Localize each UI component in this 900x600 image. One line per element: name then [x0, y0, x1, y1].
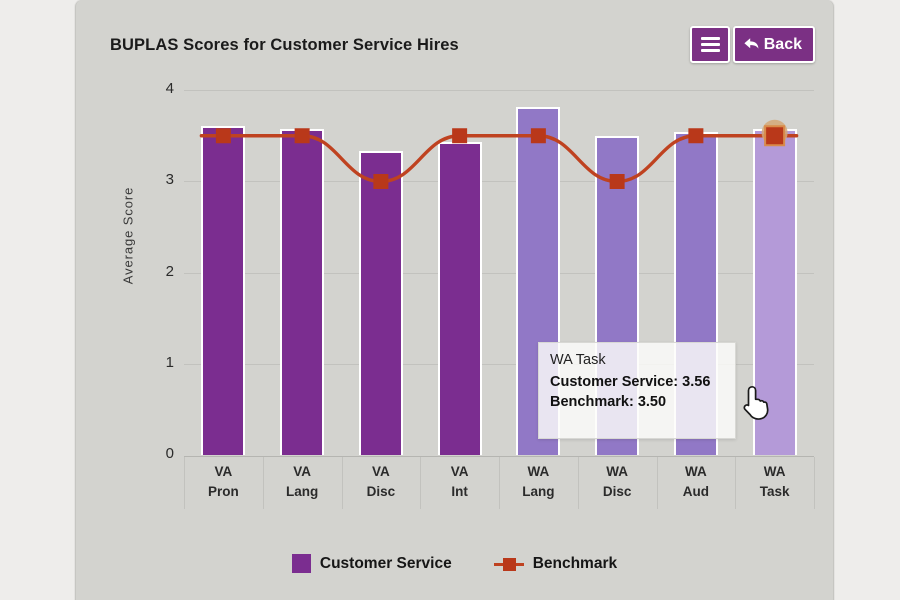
chart-plot-area: Average Score 4 3 2 1 0 VA Pron VA Lang VA Di… — [76, 0, 833, 600]
x-axis-separator — [499, 457, 500, 509]
x-axis-separator — [814, 457, 815, 509]
page-title: BUPLAS Scores for Customer Service Hires — [110, 36, 459, 54]
x-tick-va-int: VA Int — [450, 464, 469, 499]
back-button[interactable]: Back — [732, 26, 815, 63]
legend-label-customer-service: Customer Service — [319, 554, 452, 572]
x-tick-wa-disc: WA Disc — [602, 464, 632, 499]
menu-button[interactable] — [690, 26, 730, 63]
legend-swatch-square-icon — [291, 554, 311, 573]
x-axis-labels: VA Pron VA Lang VA Disc VA Int WA Lang WA Disc WA Aud… — [184, 0, 815, 600]
back-button-label: Back — [763, 35, 802, 53]
x-axis-separator — [341, 457, 343, 509]
legend-label-benchmark: Benchmark — [532, 554, 618, 572]
chart-legend: Customer Service Benchmark — [76, 554, 833, 573]
y-axis-label: Average Score — [120, 186, 136, 285]
legend-item-customer-service[interactable]: Customer Service — [291, 554, 452, 573]
x-tick-wa-task: WA Task — [759, 464, 790, 499]
y-tick-4: 4 — [165, 80, 174, 97]
x-tick-wa-lang: WA Lang — [522, 464, 555, 499]
y-tick-3: 3 — [165, 171, 174, 188]
gridline-4 — [184, 90, 814, 91]
y-tick-1: 1 — [165, 354, 174, 371]
x-tick-va-pron: VA Pron — [207, 464, 239, 499]
legend-swatch-line-icon — [493, 557, 524, 571]
y-tick-0: 0 — [165, 445, 174, 462]
x-axis-line — [184, 456, 814, 457]
x-axis-separator — [735, 457, 737, 509]
tooltip-title: WA Task — [550, 352, 606, 368]
bar-va-disc[interactable] — [358, 151, 403, 455]
tooltip-customer-service: Customer Service: 3.56 — [550, 374, 711, 390]
hamburger-icon — [700, 37, 720, 52]
legend-item-benchmark[interactable]: Benchmark — [493, 554, 618, 573]
gridline-2 — [184, 273, 814, 274]
gridline-1 — [184, 364, 814, 365]
chart-card: BUPLAS Scores for Customer Service Hires… — [75, 0, 834, 600]
x-tick-va-disc: VA Disc — [366, 464, 396, 499]
back-arrow-icon — [743, 37, 760, 52]
x-axis-separator — [420, 457, 422, 509]
bar-va-int[interactable] — [437, 142, 482, 455]
chart-tooltip: WA Task Customer Service: 3.56 Benchmark… — [538, 342, 736, 439]
x-axis-separator — [184, 457, 185, 509]
x-axis-separator — [262, 457, 264, 509]
x-tick-wa-aud: WA Aud — [682, 464, 709, 499]
tooltip-benchmark: Benchmark: 3.50 — [550, 394, 667, 410]
x-axis-separator — [656, 457, 658, 509]
x-axis-separator — [577, 457, 579, 509]
y-tick-2: 2 — [165, 263, 174, 280]
x-tick-va-lang: VA Lang — [286, 464, 319, 499]
